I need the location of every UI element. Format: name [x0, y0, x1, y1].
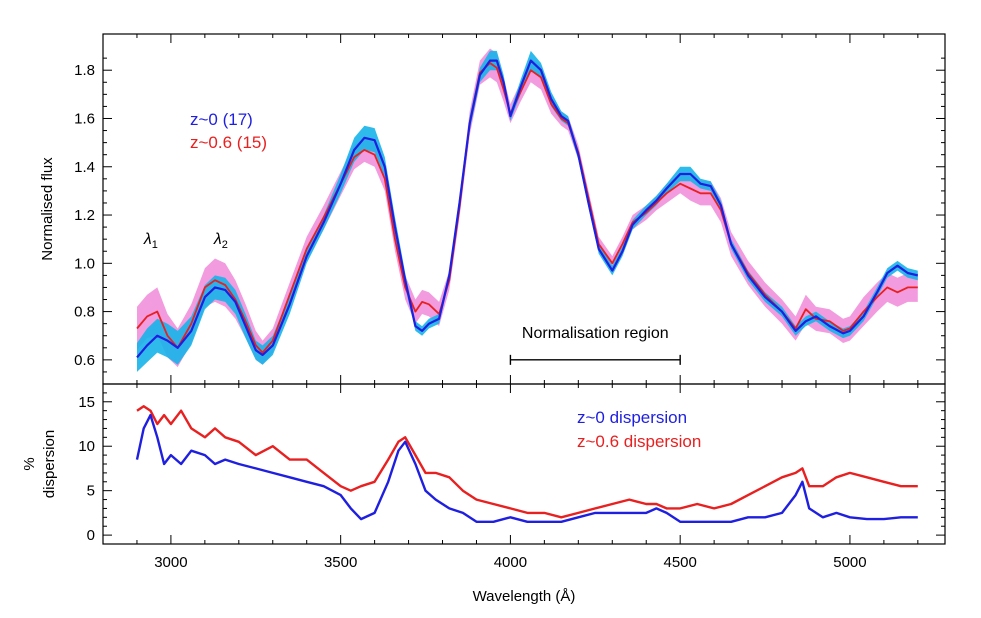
x-tick-label: 3000: [154, 554, 187, 571]
bottom-y-axis-label-line2: dispersion: [41, 430, 58, 498]
z0-mean-spectrum-line: [136, 59, 919, 359]
z0-dispersion-line: [135, 413, 918, 523]
bottom-y-tick-label: 5: [87, 483, 95, 500]
bottom-axis-ticks: [103, 384, 945, 544]
bottom-y-tick-label: 10: [78, 438, 95, 455]
top-y-tick-label: 1.8: [74, 62, 95, 79]
x-tick-label: 4500: [663, 554, 696, 571]
top-y-tick-label: 0.6: [74, 352, 95, 369]
top-panel: 0.6 0.8 1.0 1.2 1.4 1.6 1.8 Normalised flux z~…: [39, 33, 946, 385]
bottom-y-tick-labels: 0 5 10 15: [78, 394, 95, 544]
lambda1-annotation: λ1: [143, 231, 158, 251]
top-y-tick-label: 1.6: [74, 110, 95, 127]
bottom-y-tick-label: 15: [78, 394, 95, 411]
x-axis-label: Wavelength (Å): [473, 588, 576, 605]
top-bands: [137, 48, 918, 372]
legend-top-z0: z~0 (17): [190, 110, 253, 129]
bottom-panel: 0 5 10 15 3000 3500 4000 4500 5000 % dispersion…: [21, 383, 946, 605]
lambda2-subscript: 2: [222, 239, 228, 251]
legend-top-z06: z~0.6 (15): [190, 133, 267, 152]
top-lines: [136, 59, 919, 359]
x-tick-label: 4000: [494, 554, 527, 571]
top-y-tick-label: 1.2: [74, 207, 95, 224]
normalisation-region-label: Normalisation region: [522, 325, 669, 342]
x-tick-label: 5000: [833, 554, 866, 571]
top-y-tick-label: 1.4: [74, 159, 95, 176]
legend-bottom-z06: z~0.6 dispersion: [577, 432, 701, 451]
lambda2-symbol: λ: [213, 231, 222, 248]
normalisation-region-bar: [509, 354, 681, 365]
x-tick-labels: 3000 3500 4000 4500 5000: [154, 554, 866, 571]
top-y-tick-label: 1.0: [74, 255, 95, 272]
x-tick-label: 3500: [324, 554, 357, 571]
bottom-y-tick-label: 0: [87, 527, 95, 544]
z06-dispersion-line: [136, 405, 918, 519]
top-y-tick-labels: 0.6 0.8 1.0 1.2 1.4 1.6 1.8: [74, 62, 95, 369]
top-y-axis-label: Normalised flux: [39, 157, 56, 261]
bottom-lines: [135, 405, 918, 523]
lambda2-annotation: λ2: [213, 231, 228, 251]
top-y-tick-label: 0.8: [74, 304, 95, 321]
top-axis-ticks: [103, 34, 945, 384]
bottom-y-axis-label-line1: %: [21, 457, 38, 470]
lambda1-symbol: λ: [143, 231, 152, 248]
lambda1-subscript: 1: [152, 239, 158, 251]
legend-bottom-z0: z~0 dispersion: [577, 408, 687, 427]
